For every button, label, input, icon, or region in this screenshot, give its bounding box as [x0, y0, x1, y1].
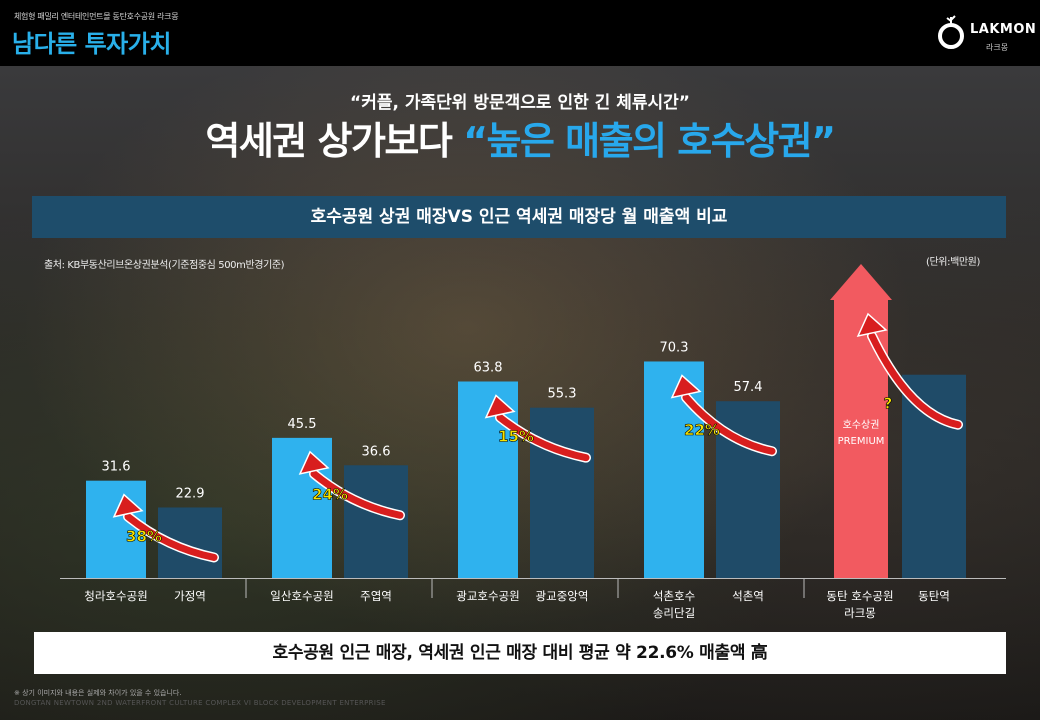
lake-category-label: 동탄 호수공원 — [826, 589, 893, 603]
header-subtitle: 체험형 패밀리 엔터테인먼트몰 동탄호수공원 라크몽 — [14, 12, 179, 21]
headline: 역세권 상가보다 “높은 매출의 호수상권” — [0, 110, 1040, 165]
lakmon-logo: LAKMON 라크몽 — [936, 12, 1036, 56]
increase-arrowhead — [298, 450, 330, 475]
station-category-label: 광교중앙역 — [536, 589, 589, 603]
increase-label: 15% — [498, 428, 534, 446]
station-category-label: 가정역 — [174, 589, 206, 603]
station-bar — [530, 407, 594, 578]
tree-icon — [938, 15, 964, 49]
station-value-label: 57.4 — [734, 380, 763, 395]
station-value-label: 55.3 — [548, 387, 577, 402]
lake-category-label: 청라호수공원 — [84, 589, 147, 603]
station-category-label: 주엽역 — [360, 589, 392, 603]
premium-arrow-head — [830, 264, 892, 300]
lake-category-label: 송리단길 — [653, 606, 695, 620]
lake-bar — [272, 437, 332, 578]
station-category-label: 석촌역 — [732, 589, 764, 603]
lake-value-label: 70.3 — [660, 340, 689, 355]
summary-banner: 호수공원 인근 매장, 역세권 인근 매장 대비 평균 약 22.6% 매출액 … — [34, 632, 1006, 674]
footnote: ※ 상기 이미지와 내용은 실제와 차이가 있을 수 있습니다. — [14, 689, 182, 697]
source-note: 출처: KB부동산리브온상권분석(기준점중심 500m반경기준) — [44, 260, 285, 271]
footer-english: DONGTAN NEWTOWN 2ND WATERFRONT CULTURE C… — [14, 699, 386, 707]
increase-arrowhead — [856, 312, 888, 338]
quote-text: “커플, 가족단위 방문객으로 인한 긴 체류시간” — [350, 93, 690, 113]
lake-category-label: 광교호수공원 — [456, 589, 519, 603]
increase-arrow-stem — [868, 332, 962, 429]
increase-arrow-stem — [496, 413, 590, 462]
logo-korean: 라크몽 — [986, 43, 1009, 52]
logo-name: LAKMON — [970, 22, 1037, 37]
lake-category-label: 일산호수공원 — [270, 589, 333, 603]
increase-arrow-stem — [310, 470, 404, 519]
increase-arrowhead — [112, 493, 144, 518]
increase-arrowhead — [670, 374, 702, 399]
increase-arrowhead — [484, 394, 516, 419]
header-title: 남다른 투자가치 — [12, 30, 171, 58]
lake-value-label: 45.5 — [288, 417, 317, 432]
station-value-label: 22.9 — [176, 486, 205, 501]
station-bar — [902, 374, 966, 578]
station-category-label: 동탄역 — [918, 589, 950, 603]
chart-title-banner: 호수공원 상권 매장VS 인근 역세권 매장당 월 매출액 비교 — [32, 196, 1006, 238]
increase-arrow-stem — [124, 513, 218, 561]
premium-label: PREMIUM — [838, 436, 885, 447]
headline-part1: 역세권 상가보다 — [205, 119, 464, 163]
premium-label: 호수상권 — [843, 419, 880, 431]
increase-arrow-stem — [682, 393, 776, 455]
unit-label: (단위:백만원) — [926, 257, 980, 268]
station-bar — [344, 465, 408, 578]
lake-value-label: 63.8 — [474, 360, 503, 375]
lake-value-label: 31.6 — [102, 460, 131, 475]
increase-label: ? — [884, 395, 893, 413]
station-value-label: 36.6 — [362, 444, 391, 459]
headline-part2: “높은 매출의 호수상권” — [463, 119, 836, 163]
increase-label: 38% — [126, 527, 162, 545]
lake-category-label: 석촌호수 — [653, 589, 695, 603]
lake-bar — [86, 480, 146, 578]
lake-category-label: 라크몽 — [844, 606, 876, 620]
increase-label: 22% — [684, 421, 720, 439]
top-header: 체험형 패밀리 엔터테인먼트몰 동탄호수공원 라크몽 남다른 투자가치 LAKM… — [0, 0, 1040, 66]
increase-label: 24% — [312, 485, 348, 503]
